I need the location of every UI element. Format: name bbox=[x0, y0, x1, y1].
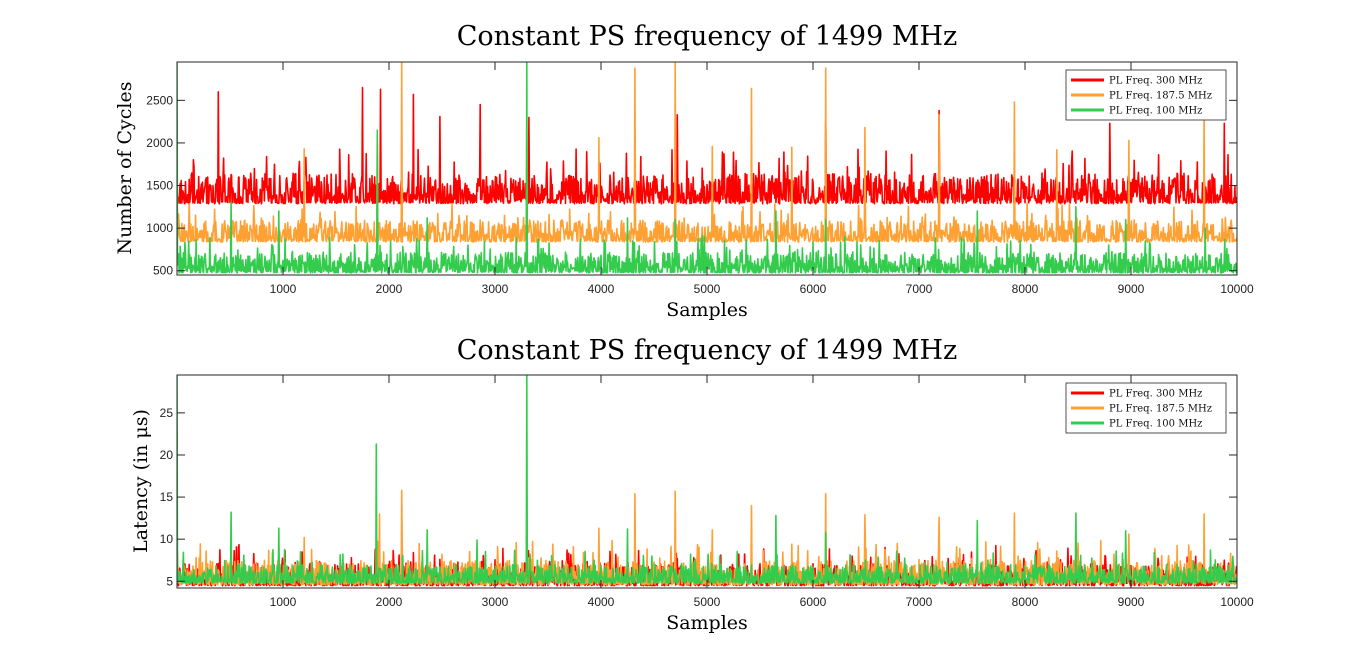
y-tick-label: 25 bbox=[160, 406, 174, 420]
cycles-chart: Constant PS frequency of 1499 MHz 1000 20… bbox=[114, 21, 1254, 321]
y-tick-label: 10 bbox=[160, 532, 174, 546]
x-tick-label: 5000 bbox=[694, 282, 721, 296]
x-tick-label: 4000 bbox=[588, 282, 615, 296]
x-axis-label: Samples bbox=[666, 299, 748, 321]
legend-entry: PL Freq. 100 MHz bbox=[1109, 106, 1202, 117]
x-tick-label: 9000 bbox=[1118, 595, 1145, 609]
x-axis-ticks: 1000 2000 3000 4000 5000 6000 7000 8000 9000 1000… bbox=[270, 62, 1254, 296]
x-tick-label: 5000 bbox=[694, 595, 721, 609]
x-axis-label: Samples bbox=[666, 612, 748, 634]
x-tick-label: 1000 bbox=[270, 595, 297, 609]
y-tick-label: 20 bbox=[160, 448, 174, 462]
x-tick-label: 3000 bbox=[482, 282, 509, 296]
series-line bbox=[177, 86, 1237, 205]
x-tick-label: 8000 bbox=[1012, 595, 1039, 609]
x-tick-label: 6000 bbox=[800, 282, 827, 296]
x-tick-label: 1000 bbox=[270, 282, 297, 296]
x-tick-label: 2000 bbox=[376, 282, 403, 296]
x-tick-label: 2000 bbox=[376, 595, 403, 609]
legend-entry: PL Freq. 300 MHz bbox=[1109, 389, 1202, 400]
legend: PL Freq. 300 MHz PL Freq. 187.5 MHz PL Fre… bbox=[1065, 69, 1227, 121]
y-axis-ticks: 5 10 15 20 25 bbox=[160, 406, 1237, 588]
y-tick-label: 1000 bbox=[146, 221, 173, 235]
x-tick-label: 8000 bbox=[1012, 282, 1039, 296]
x-tick-label: 3000 bbox=[482, 595, 509, 609]
x-axis-ticks: 1000 2000 3000 4000 5000 6000 7000 8000 9000 1000… bbox=[270, 375, 1254, 609]
x-tick-label: 6000 bbox=[800, 595, 827, 609]
y-axis-label: Latency (in μs) bbox=[130, 409, 152, 553]
legend-entry: PL Freq. 100 MHz bbox=[1109, 419, 1202, 430]
plot-area bbox=[177, 62, 1237, 274]
x-tick-label: 10000 bbox=[1220, 282, 1254, 296]
series-line bbox=[177, 62, 1237, 274]
y-tick-label: 2000 bbox=[146, 136, 173, 150]
y-tick-label: 2500 bbox=[146, 93, 173, 107]
legend: PL Freq. 300 MHz PL Freq. 187.5 MHz PL Fre… bbox=[1065, 382, 1227, 434]
y-tick-label: 15 bbox=[160, 490, 174, 504]
chart-title: Constant PS frequency of 1499 MHz bbox=[457, 335, 958, 366]
series-line bbox=[177, 62, 1237, 243]
x-tick-label: 7000 bbox=[906, 282, 933, 296]
x-tick-label: 4000 bbox=[588, 595, 615, 609]
y-axis-label: Number of Cycles bbox=[114, 82, 136, 255]
y-tick-label: 500 bbox=[153, 264, 173, 278]
y-axis-ticks: 500 1000 1500 2000 2500 bbox=[146, 93, 1237, 278]
chart-title: Constant PS frequency of 1499 MHz bbox=[457, 21, 958, 52]
y-tick-label: 5 bbox=[166, 574, 173, 588]
legend-entry: PL Freq. 187.5 MHz bbox=[1109, 91, 1212, 102]
latency-chart: Constant PS frequency of 1499 MHz 1000 20… bbox=[130, 335, 1254, 634]
legend-entry: PL Freq. 187.5 MHz bbox=[1109, 404, 1212, 415]
x-tick-label: 10000 bbox=[1220, 595, 1254, 609]
x-tick-label: 9000 bbox=[1118, 282, 1145, 296]
y-tick-label: 1500 bbox=[146, 179, 173, 193]
x-tick-label: 7000 bbox=[906, 595, 933, 609]
legend-entry: PL Freq. 300 MHz bbox=[1109, 76, 1202, 87]
